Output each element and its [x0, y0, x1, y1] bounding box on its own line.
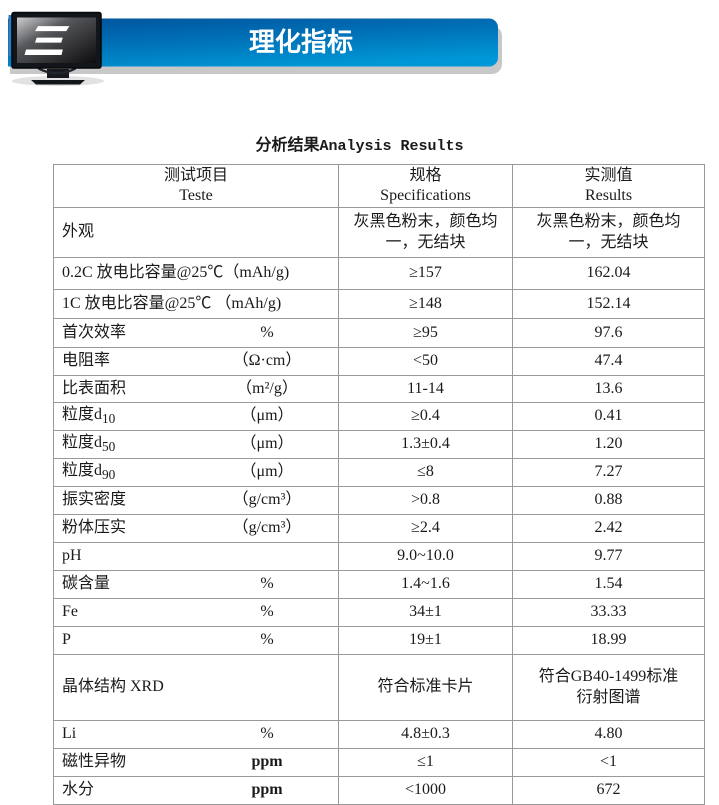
svg-text:理化指标: 理化指标	[249, 27, 353, 57]
